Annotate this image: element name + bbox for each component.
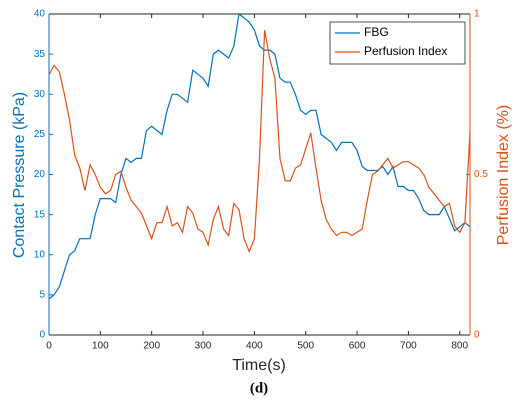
y-tick-label: 40 [34,9,46,20]
x-tick-label: 700 [400,341,417,352]
y-tick-label: 10 [34,249,46,260]
plot-area [49,14,470,335]
y-tick-label: 5 [39,290,45,301]
caption: (d) [250,380,268,396]
x-tick-label: 300 [195,341,212,352]
y-tick-label: 0 [39,330,45,341]
x-tick-label: 0 [46,341,52,352]
y2-tick-label: 0 [474,330,480,341]
x-tick-label: 500 [297,341,314,352]
y2-tick-label: 0.5 [474,169,488,180]
x-tick-label: 400 [246,341,263,352]
x-axis-label: Time(s) [232,357,286,374]
legend-label: FBG [364,25,389,39]
y-tick-label: 35 [34,49,46,60]
data-line [48,12,471,300]
y-tick-label: 20 [34,169,46,180]
legend-box [329,21,466,65]
y-tick-label: 25 [34,129,46,140]
x-tick-label: 800 [451,341,468,352]
y-tick-label: 15 [34,209,46,220]
x-tick-label: 100 [92,341,109,352]
x-tick-label: 600 [349,341,366,352]
data-line [48,29,471,254]
y2-tick-label: 1 [474,9,480,20]
y2-axis-label: Perfusion Index (%) [495,105,512,246]
x-tick-label: 200 [143,341,160,352]
legend-label: Perfusion Index [364,44,447,58]
y-axis-label: Contact Pressure (kPa) [11,92,28,258]
y-tick-label: 30 [34,89,46,100]
